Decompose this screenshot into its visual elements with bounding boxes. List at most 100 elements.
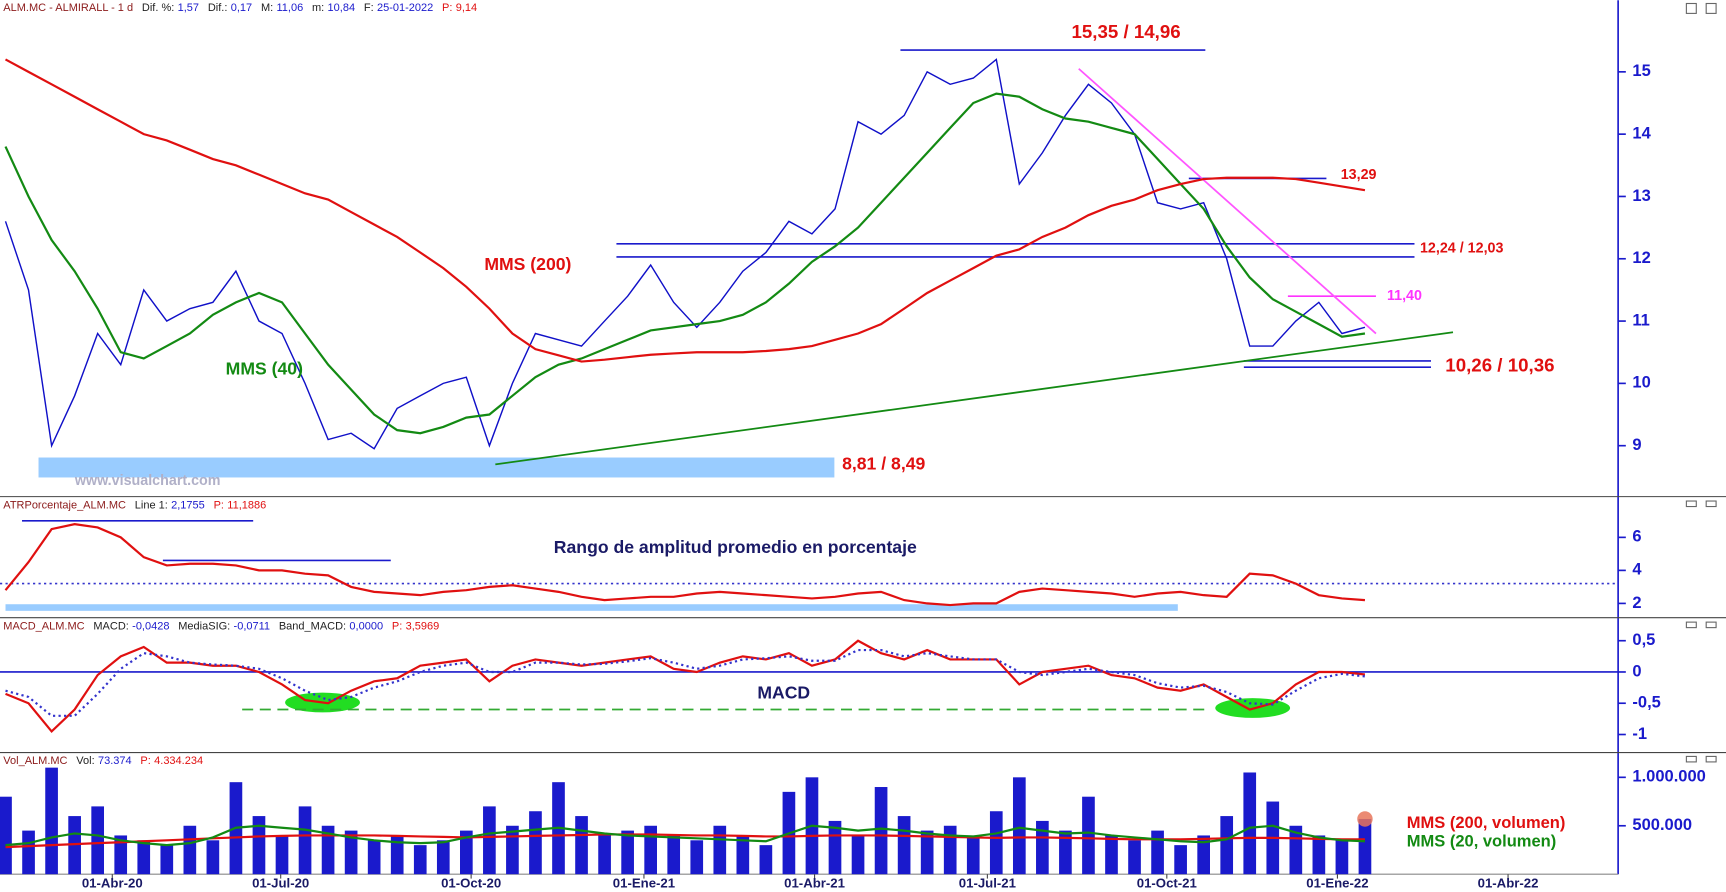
field-label: m:: [312, 2, 324, 14]
series-line: [4, 523, 1366, 607]
volume-bar: [390, 835, 404, 875]
field-label: MediaSIG:: [178, 620, 230, 632]
volume-bar: [713, 825, 727, 875]
last-volume-marker: [1357, 811, 1373, 827]
volume-bar: [575, 816, 588, 875]
y-tick-label: 0,5: [1632, 631, 1655, 649]
series-line: [5, 833, 1365, 849]
volume-bar: [436, 840, 450, 875]
volume-bar: [1082, 796, 1095, 875]
series-line: [4, 58, 1366, 450]
volume-bar: [529, 811, 542, 875]
series-line: [4, 58, 1366, 363]
volume-bar: [1105, 835, 1118, 875]
maximize-button[interactable]: [1685, 755, 1697, 763]
close-button[interactable]: [1705, 2, 1717, 14]
maximize-button[interactable]: [1685, 621, 1697, 629]
volume-bar: [275, 835, 289, 875]
series-label: MMS (40): [226, 359, 303, 379]
volume-bar: [1197, 835, 1210, 875]
y-tick-label: 1.000.000: [1632, 768, 1705, 786]
field-value: 11,1886: [227, 499, 266, 511]
volume-bar: [736, 835, 750, 875]
field-value: 11,06: [276, 2, 303, 14]
field-label: Band_MACD:: [279, 620, 346, 632]
volume-bar: [298, 806, 312, 875]
y-tick-label: 9: [1632, 436, 1641, 454]
volume-bar: [483, 806, 496, 875]
watermark: www.visualchart.com: [74, 473, 221, 489]
y-tick-label: -1: [1632, 725, 1647, 743]
volume-bar: [114, 835, 128, 875]
field-value: 0,0000: [349, 620, 383, 632]
y-tick-label: 10: [1632, 374, 1650, 392]
window-buttons: [1685, 2, 1717, 763]
panel-subtitle: MACD: [757, 682, 810, 702]
volume-bar: [1358, 818, 1372, 875]
y-tick-label: 2: [1632, 594, 1641, 612]
y-tick-label: 13: [1632, 187, 1650, 205]
series-line: [5, 648, 1366, 717]
volume-bar: [1312, 835, 1326, 875]
x-tick-label: 01-Jul-21: [959, 876, 1016, 891]
volume-bar: [920, 830, 934, 875]
x-tick-label: 01-Abr-21: [784, 876, 845, 891]
close-button[interactable]: [1705, 621, 1717, 629]
trendline: [1078, 68, 1377, 335]
field-value: 73.374: [98, 755, 132, 767]
y-tick-label: 500.000: [1632, 816, 1692, 834]
close-button[interactable]: [1705, 755, 1717, 763]
volume-bar: [137, 840, 151, 875]
volume-bar: [206, 840, 220, 875]
volume-bar: [1220, 816, 1234, 875]
trendline: [495, 331, 1454, 466]
level-band: [5, 604, 1178, 611]
volume-bar: [989, 811, 1003, 875]
volume-bar: [183, 825, 197, 875]
volume-bar: [459, 830, 473, 875]
y-tick-label: 11: [1632, 311, 1649, 329]
volume-bar: [1243, 772, 1257, 875]
maximize-button[interactable]: [1685, 2, 1697, 14]
panel-title: ATRPorcentaje_ALM.MC Line 1: 2,1755 P: 11,18…: [3, 499, 266, 511]
series-label: MMS (200): [484, 254, 571, 274]
panel-title: MACD_ALM.MC MACD: -0,0428 MediaSIG: -0,0711 B…: [3, 620, 439, 632]
level-band: [38, 457, 835, 478]
volume-bar: [644, 825, 658, 875]
field-label: Dif.:: [208, 2, 228, 14]
y-tick-label: -0,5: [1632, 694, 1660, 712]
level-label: 12,24 / 12,03: [1420, 241, 1504, 257]
series-line: [5, 824, 1365, 847]
field-value: 25-01-2022: [377, 2, 433, 14]
x-tick-label: 01-Oct-21: [1137, 876, 1197, 891]
title-name: Vol_ALM.MC: [3, 755, 67, 767]
field-value: 2,1755: [171, 499, 205, 511]
volume-bar: [1335, 840, 1349, 875]
y-tick-label: 4: [1632, 561, 1642, 579]
volume-bar: [690, 840, 704, 875]
x-tick-label: 01-Ene-22: [1306, 876, 1368, 891]
volume-bar: [667, 835, 681, 875]
maximize-button[interactable]: [1685, 500, 1697, 508]
y-tick-label: 0: [1632, 662, 1641, 680]
volume-bar: [598, 835, 611, 875]
field-label: P:: [214, 499, 224, 511]
close-button[interactable]: [1705, 500, 1717, 508]
level-label: 11,40: [1387, 288, 1422, 304]
volume-bar: [413, 845, 427, 875]
level-label: 8,81 / 8,49: [842, 453, 925, 473]
volume-bar: [22, 830, 35, 875]
panel-title: Vol_ALM.MC Vol: 73.374 P: 4.334.234: [3, 755, 203, 767]
volume-bar: [91, 806, 105, 875]
x-tick-label: 01-Abr-22: [1478, 876, 1539, 891]
volume-bar: [1174, 845, 1187, 875]
field-label: F:: [364, 2, 374, 14]
y-tick-label: 12: [1632, 249, 1650, 267]
volume-bar: [1059, 830, 1072, 875]
volume-bar: [0, 796, 12, 875]
volume-bar: [1036, 820, 1049, 875]
volume-bar: [874, 787, 888, 875]
